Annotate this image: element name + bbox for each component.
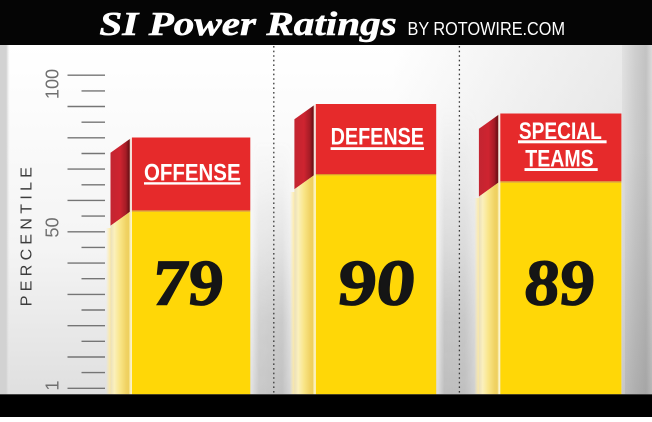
svg-text:PERCENTILE: PERCENTILE (19, 163, 36, 306)
svg-text:89: 89 (521, 247, 597, 319)
svg-text:BY ROTOWIRE.COM: BY ROTOWIRE.COM (408, 18, 566, 39)
svg-text:TEAMS: TEAMS (525, 146, 593, 173)
svg-text:79: 79 (150, 247, 226, 319)
svg-text:OFFENSE: OFFENSE (144, 160, 241, 187)
svg-text:1: 1 (43, 380, 63, 390)
svg-text:100: 100 (43, 69, 63, 99)
svg-text:90: 90 (334, 247, 418, 319)
svg-text:DEFENSE: DEFENSE (331, 124, 424, 151)
svg-text:SI Power Ratings: SI Power Ratings (99, 5, 396, 43)
svg-text:50: 50 (43, 217, 63, 237)
